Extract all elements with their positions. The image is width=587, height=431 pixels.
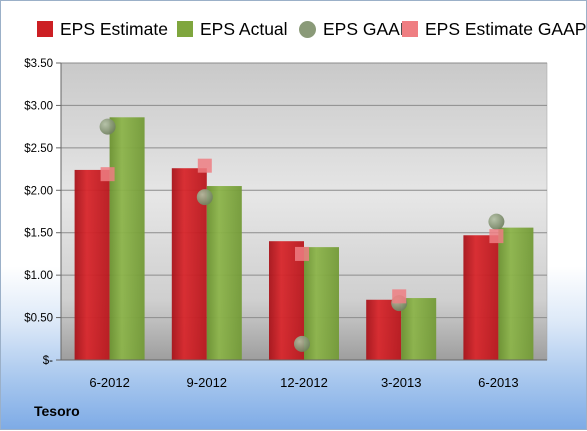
y-tick-label: $2.00 [24, 185, 53, 197]
legend-label-eps-estimate-gaap: EPS Estimate GAAP [425, 18, 587, 39]
marker-eps-estimate-gaap [295, 246, 309, 261]
company-label: Tesoro [34, 403, 80, 419]
y-tick-label: $1.00 [24, 270, 53, 282]
legend-swatch-eps-estimate [37, 21, 53, 37]
x-tick-label: 3-2013 [381, 375, 421, 390]
y-tick-label: $- [43, 355, 53, 367]
marker-eps-gaap [99, 118, 116, 135]
legend-swatch-eps-gaap [299, 20, 316, 38]
bar-eps-estimate [463, 235, 499, 360]
y-tick-label: $0.50 [24, 313, 53, 325]
y-tick-label: $2.50 [24, 143, 53, 155]
legend-label-eps-actual: EPS Actual [200, 18, 288, 39]
legend-item-eps-estimate: EPS Estimate [37, 15, 168, 43]
legend-item-eps-estimate-gaap: EPS Estimate GAAP [402, 15, 586, 43]
y-tick-label: $3.00 [24, 100, 53, 112]
bar-eps-actual [206, 186, 242, 360]
marker-eps-gaap [488, 213, 505, 230]
x-tick-label: 6-2012 [89, 375, 129, 390]
marker-eps-gaap [196, 189, 213, 206]
y-tick-label: $1.50 [24, 228, 53, 240]
legend-item-eps-gaap: EPS GAAP [299, 15, 412, 43]
bar-eps-actual [304, 247, 339, 360]
bar-eps-actual [498, 227, 534, 360]
bar-eps-estimate [74, 169, 110, 360]
legend-swatch-eps-estimate-gaap [402, 21, 418, 37]
marker-eps-gaap [294, 335, 310, 352]
x-tick-label: 9-2012 [187, 375, 227, 390]
marker-eps-estimate-gaap [489, 229, 504, 244]
bar-eps-actual [401, 298, 437, 360]
y-tick-label: $3.50 [24, 58, 53, 70]
marker-eps-estimate-gaap [197, 158, 212, 173]
x-tick-label: 12-2012 [280, 375, 328, 390]
legend-swatch-eps-actual [177, 21, 193, 37]
legend-label-eps-gaap: EPS GAAP [323, 18, 412, 39]
legend: EPS Estimate EPS Actual EPS GAAP EPS Est… [1, 15, 587, 43]
bar-eps-actual [109, 117, 145, 361]
x-tick-label: 6-2013 [478, 375, 518, 390]
marker-eps-estimate-gaap [100, 167, 115, 182]
marker-eps-estimate-gaap [392, 289, 407, 304]
legend-item-eps-actual: EPS Actual [177, 15, 288, 43]
legend-label-eps-estimate: EPS Estimate [60, 18, 168, 39]
